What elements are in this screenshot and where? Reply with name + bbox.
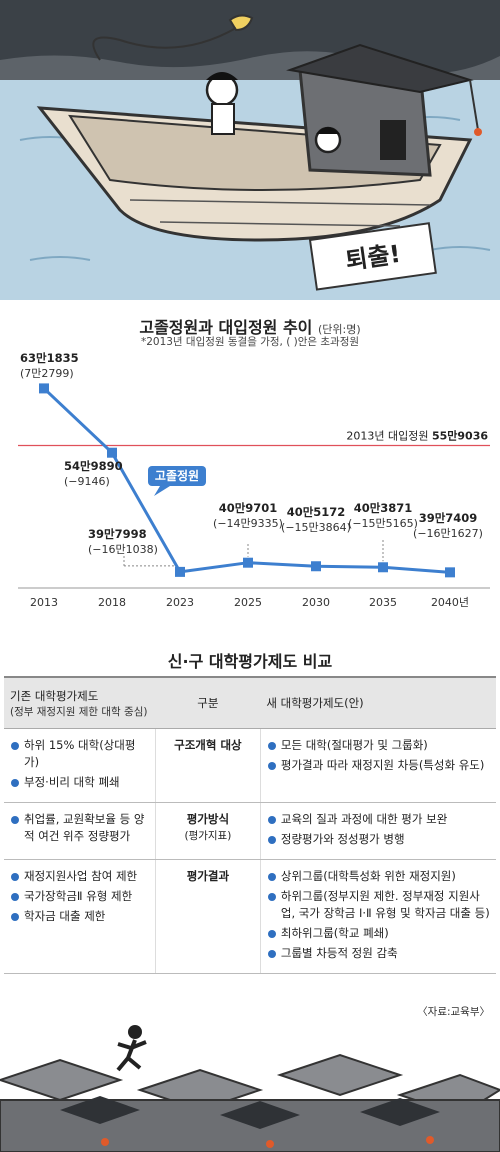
value-label: 39만7409 bbox=[419, 511, 478, 525]
criteria-cell: 평가결과 bbox=[154, 859, 261, 974]
old-cell: 하위 15% 대학(상대평가) 부정·비리 대학 폐쇄 bbox=[4, 728, 156, 803]
excess-label: (7만2799) bbox=[20, 367, 74, 380]
comparison-table: 기존 대학평가제도 (정부 재정지원 제한 대학 중심) 구분 새 대학평가제도… bbox=[4, 676, 496, 974]
data-point bbox=[378, 562, 388, 573]
table-title: 신·구 대학평가제도 비교 bbox=[167, 652, 333, 671]
old-item: 재정지원사업 참여 제한 bbox=[10, 868, 149, 885]
excess-label: (−14만9335) bbox=[213, 517, 283, 530]
excess-label: (−15만3864) bbox=[281, 521, 351, 534]
x-tick-label: 2018 bbox=[98, 596, 126, 609]
old-cell: 취업률, 교원확보율 등 양적 여건 위주 정량평가 bbox=[4, 802, 156, 860]
x-tick-label: 2040년 bbox=[431, 596, 469, 609]
chart-title: 고졸정원과 대입정원 추이 (단위:명) bbox=[139, 318, 361, 337]
x-tick-label: 2013 bbox=[30, 596, 58, 609]
header-mid: 구분 bbox=[155, 676, 261, 729]
new-item: 정량평가와 정성평가 병행 bbox=[267, 831, 490, 848]
illustration-caps bbox=[0, 1020, 500, 1152]
excess-label: (−9146) bbox=[64, 475, 110, 488]
old-item: 학자금 대출 제한 bbox=[10, 908, 149, 925]
new-item: 교육의 질과 과정에 대한 평가 보완 bbox=[267, 811, 490, 828]
criteria-cell: 구조개혁 대상 bbox=[154, 728, 261, 803]
illustration-boat: 퇴출! bbox=[0, 0, 500, 300]
new-item: 모든 대학(절대평가 및 그룹화) bbox=[267, 737, 490, 754]
data-point bbox=[107, 447, 117, 458]
old-item: 취업률, 교원확보율 등 양적 여건 위주 정량평가 bbox=[10, 811, 149, 845]
source-note: 〈자료:교육부〉 bbox=[417, 1006, 490, 1018]
x-tick-label: 2023 bbox=[166, 596, 194, 609]
series-name: 고졸정원 bbox=[155, 468, 199, 483]
series-tag-pointer bbox=[154, 486, 170, 496]
old-item: 국가장학금Ⅱ 유형 제한 bbox=[10, 888, 149, 905]
x-tick-label: 2025 bbox=[234, 596, 262, 609]
value-label: 40만5172 bbox=[287, 505, 346, 519]
series-tag bbox=[148, 466, 206, 486]
value-label: 54만9890 bbox=[64, 459, 123, 473]
new-item: 하위그룹(정부지원 제한. 정부재정 지원사업, 국가 장학금 Ⅰ·Ⅱ 유형 및… bbox=[267, 888, 490, 922]
criteria-label: 평가결과 bbox=[186, 869, 230, 883]
x-tick-label: 2035 bbox=[369, 596, 397, 609]
table-row: 하위 15% 대학(상대평가) 부정·비리 대학 폐쇄 구조개혁 대상 모든 대학(절… bbox=[4, 728, 496, 803]
criteria-cell: 평가방식 (평가지표) bbox=[154, 802, 261, 860]
new-item: 상위그룹(대학특성화 위한 재정지원) bbox=[267, 868, 490, 885]
criteria-label: 구조개혁 대상 bbox=[174, 738, 242, 752]
criteria-label: 평가방식 bbox=[186, 812, 230, 826]
header-new: 새 대학평가제도(안) bbox=[260, 676, 496, 729]
reference-label: 2013년 대입정원 55만9036 bbox=[346, 429, 488, 443]
chart-note: *2013년 대입정원 동결을 가정, ( )안은 초과정원 bbox=[140, 336, 360, 348]
old-item: 하위 15% 대학(상대평가) bbox=[10, 737, 149, 771]
value-label: 63만1835 bbox=[20, 351, 79, 365]
new-item: 최하위그룹(학교 폐쇄) bbox=[267, 925, 490, 942]
new-cell: 모든 대학(절대평가 및 그룹화) 평가결과 따라 재정지원 차등(특성화 유도) bbox=[260, 728, 496, 803]
table-row: 취업률, 교원확보율 등 양적 여건 위주 정량평가 평가방식 (평가지표) 교육의 … bbox=[4, 802, 496, 860]
chart-section: 고졸정원과 대입정원 추이 (단위:명) *2013년 대입정원 동결을 가정,… bbox=[0, 300, 500, 630]
old-item: 부정·비리 대학 폐쇄 bbox=[10, 774, 149, 791]
data-point bbox=[243, 557, 253, 568]
data-point bbox=[39, 383, 49, 394]
line-chart: 2013년 대입정원 55만9036 2013 2018 2023 2025 2030 20… bbox=[18, 351, 490, 609]
criteria-sublabel: (평가지표) bbox=[184, 830, 232, 842]
value-label: 39만7998 bbox=[88, 527, 147, 541]
new-item: 그룹별 차등적 정원 감축 bbox=[267, 945, 490, 962]
data-point bbox=[445, 567, 455, 578]
value-label: 40만9701 bbox=[219, 501, 278, 515]
header-old: 기존 대학평가제도 (정부 재정지원 제한 대학 중심) bbox=[4, 676, 156, 729]
value-label: 40만3871 bbox=[354, 501, 413, 515]
data-point bbox=[175, 566, 185, 577]
excess-label: (−16만1038) bbox=[88, 543, 158, 556]
x-tick-label: 2030 bbox=[302, 596, 330, 609]
new-item: 평가결과 따라 재정지원 차등(특성화 유도) bbox=[267, 757, 490, 774]
excess-label: (−15만5165) bbox=[348, 517, 418, 530]
data-point bbox=[311, 561, 321, 572]
excess-label: (−16만1627) bbox=[413, 527, 483, 540]
new-cell: 상위그룹(대학특성화 위한 재정지원) 하위그룹(정부지원 제한. 정부재정 지원… bbox=[260, 859, 496, 974]
